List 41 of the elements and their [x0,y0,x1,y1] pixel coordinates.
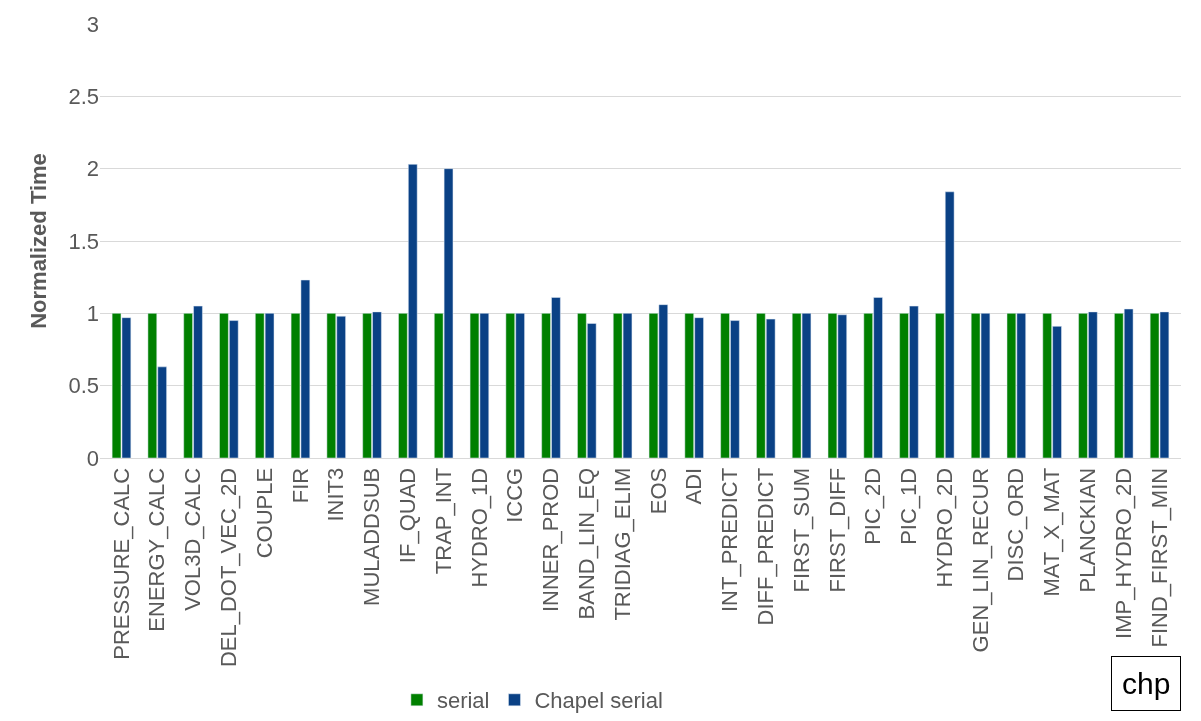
x-tick-label: DIFF_PREDICT [752,467,778,626]
y-tick-label: 1.5 [68,228,99,254]
x-tick-label: HYDRO_1D [466,467,492,588]
y-tick-label: 2.5 [68,84,99,110]
x-tick-label: INT_PREDICT [717,467,743,613]
x-tick-label: GEN_LIN_RECUR [967,467,993,653]
x-tick-label: FIRST_DIFF [824,467,850,593]
x-tick-label: ADI [681,467,707,505]
x-tick-label: EOS [645,467,671,515]
legend-label: serial [436,688,490,714]
x-tick-label: ICCG [502,467,528,523]
x-tick-label: FIND_FIRST_MIN [1146,467,1172,648]
y-tick-label: 2 [86,156,99,182]
y-tick-label: 3 [86,11,99,37]
x-tick-label: MULADDSUB [359,467,385,606]
x-tick-label: COUPLE [251,467,277,559]
legend-label: Chapel serial [534,688,663,714]
x-tick-label: PIC_1D [896,467,922,545]
x-tick-label: FIR [287,467,313,504]
x-tick-label: FIRST_SUM [788,467,814,593]
y-axis-title: Normalized Time [26,153,52,329]
y-tick-label: 0 [86,445,99,471]
x-tick-label: TRAP_INT [430,467,456,575]
x-tick-label: PRESSURE_CALC [108,467,134,660]
x-tick-label: ENERGY_CALC [144,467,170,632]
x-tick-label: HYDRO_2D [931,467,957,588]
x-tick-label: INIT3 [323,467,349,522]
y-tick-label: 1 [86,301,99,327]
x-tick-label: BAND_LIN_EQ [573,467,599,620]
x-tick-label: IF_QUAD [394,467,420,564]
x-tick-label: DEL_DOT_VEC_2D [216,467,242,668]
x-tick-label: IMP_HYDRO_2D [1110,467,1136,639]
x-tick-label: VOL3D_CALC [180,467,206,611]
x-tick-label: INNER_PROD [538,467,564,613]
x-tick-label: MAT_X_MAT [1039,467,1065,597]
x-tick-label: PLANCKIAN [1075,467,1101,593]
y-tick-label: 0.5 [68,373,99,399]
x-tick-label: DISC_ORD [1003,467,1029,582]
x-tick-label: PIC_2D [860,467,886,545]
text: chp [1122,667,1171,700]
x-tick-label: TRIDIAG_ELIM [609,467,635,621]
